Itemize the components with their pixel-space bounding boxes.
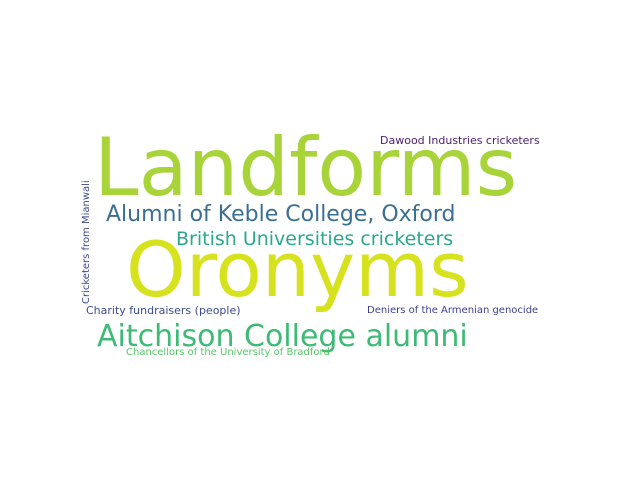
- word-dawood-industries-cricketers: Dawood Industries cricketers: [380, 134, 540, 147]
- word-alumni-keble: Alumni of Keble College, Oxford: [106, 202, 456, 227]
- word-charity-fundraisers: Charity fundraisers (people): [86, 304, 241, 317]
- word-deniers-armenian-genocide: Deniers of the Armenian genocide: [367, 305, 539, 316]
- word-oronyms: Oronyms: [126, 225, 469, 314]
- word-aitchison-college-alumni: Aitchison College alumni: [97, 319, 468, 354]
- word-chancellors-bradford: Chancellors of the University of Bradfor…: [126, 347, 330, 358]
- word-landforms: Landforms: [94, 121, 518, 214]
- word-cricketers-from-mianwali: Cricketers from Mianwali: [81, 180, 92, 304]
- word-british-universities-cricketers: British Universities cricketers: [176, 228, 454, 250]
